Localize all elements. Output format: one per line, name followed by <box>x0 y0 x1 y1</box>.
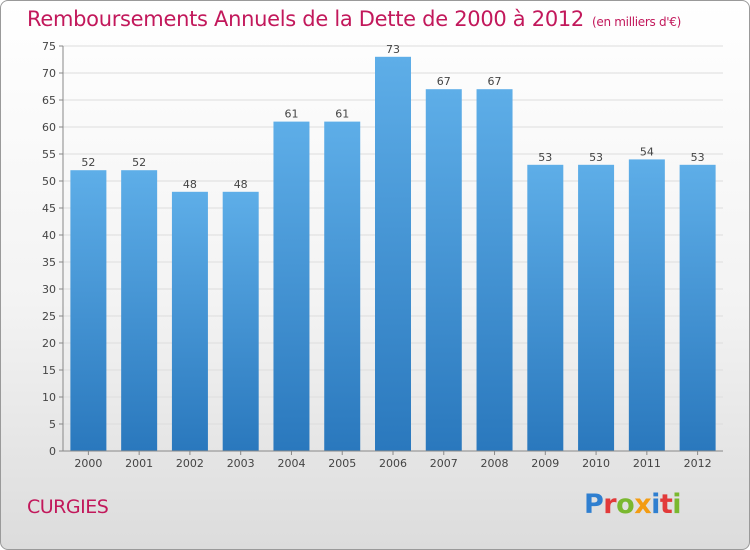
chart-title-text: Remboursements Annuels de la Dette de 20… <box>27 7 584 31</box>
bar-2004 <box>273 121 310 451</box>
x-tick-label-2006: 2006 <box>379 457 407 470</box>
bar-2011 <box>628 159 665 451</box>
y-tick-label: 0 <box>49 445 56 458</box>
bar-2010 <box>578 164 615 452</box>
value-label-2004: 61 <box>284 108 298 121</box>
bar-2006 <box>375 56 411 452</box>
value-label-2003: 48 <box>234 178 248 191</box>
value-label-2001: 52 <box>132 156 146 169</box>
bar-2002 <box>171 191 208 452</box>
y-tick-label: 5 <box>49 418 56 431</box>
y-tick-label: 40 <box>42 229 56 242</box>
bar-2005 <box>324 121 361 451</box>
y-axis: 0 5 10 15 20 25 30 35 40 45 50 55 60 65 70 75 <box>42 40 64 458</box>
value-label-2012: 53 <box>691 151 705 164</box>
bar-2000 <box>70 170 107 451</box>
bar-2001 <box>121 170 158 451</box>
x-tick-label-2009: 2009 <box>531 457 559 470</box>
x-tick-label-2008: 2008 <box>481 457 509 470</box>
proxiti-logo: Proxiti <box>584 489 682 520</box>
x-tick-label-2011: 2011 <box>633 457 661 470</box>
bar-2008 <box>476 89 513 451</box>
x-tick-label-2003: 2003 <box>227 457 255 470</box>
value-label-2009: 53 <box>538 151 552 164</box>
logo-letter: x <box>634 489 652 520</box>
y-tick-label: 35 <box>42 256 56 269</box>
value-label-2005: 61 <box>335 108 349 121</box>
x-tick-label-2000: 2000 <box>74 457 102 470</box>
x-tick-label-2007: 2007 <box>430 457 458 470</box>
x-tick-label-2010: 2010 <box>582 457 610 470</box>
x-axis: 2000 2001 2002 2003 2004 2005 2006 2007 2008 2009… <box>63 450 723 470</box>
value-label-2010: 53 <box>589 151 603 164</box>
y-tick-label: 75 <box>42 40 56 53</box>
bar-2012 <box>679 164 716 452</box>
value-label-2008: 67 <box>488 75 502 88</box>
y-tick-label: 20 <box>42 337 56 350</box>
x-tick-label-2004: 2004 <box>277 457 305 470</box>
bars <box>70 56 716 452</box>
logo-letter: i <box>651 489 660 520</box>
logo-letter: r <box>603 489 617 520</box>
y-tick-label: 30 <box>42 283 56 296</box>
y-tick-label: 25 <box>42 310 56 323</box>
commune-name: CURGIES <box>27 496 109 518</box>
x-tick-label-2012: 2012 <box>684 457 712 470</box>
logo-letter: i <box>672 489 682 520</box>
value-label-2000: 52 <box>81 156 95 169</box>
y-tick-label: 50 <box>42 175 56 188</box>
logo-letter: o <box>616 489 635 520</box>
logo-letter: t <box>659 489 673 520</box>
logo-letter: P <box>584 489 604 520</box>
y-tick-label: 10 <box>42 391 56 404</box>
y-tick-label: 65 <box>42 94 56 107</box>
y-tick-label: 60 <box>42 121 56 134</box>
x-tick-label-2005: 2005 <box>328 457 356 470</box>
bar-2003 <box>222 191 259 452</box>
value-label-2006: 73 <box>386 43 400 56</box>
y-tick-label: 15 <box>42 364 56 377</box>
value-labels: 52 52 48 48 61 61 73 67 67 53 53 54 53 <box>81 43 704 191</box>
y-tick-label: 45 <box>42 202 56 215</box>
x-tick-label-2002: 2002 <box>176 457 204 470</box>
y-tick-label: 55 <box>42 148 56 161</box>
y-tick-label: 70 <box>42 67 56 80</box>
unit-note: (en milliers d'€) <box>592 15 682 29</box>
value-label-2002: 48 <box>183 178 197 191</box>
value-label-2007: 67 <box>437 75 451 88</box>
chart-title: Remboursements Annuels de la Dette de 20… <box>27 7 681 31</box>
value-label-2011: 54 <box>640 145 654 158</box>
bar-2009 <box>527 164 564 452</box>
bar-2007 <box>425 89 462 451</box>
x-tick-label-2001: 2001 <box>125 457 153 470</box>
